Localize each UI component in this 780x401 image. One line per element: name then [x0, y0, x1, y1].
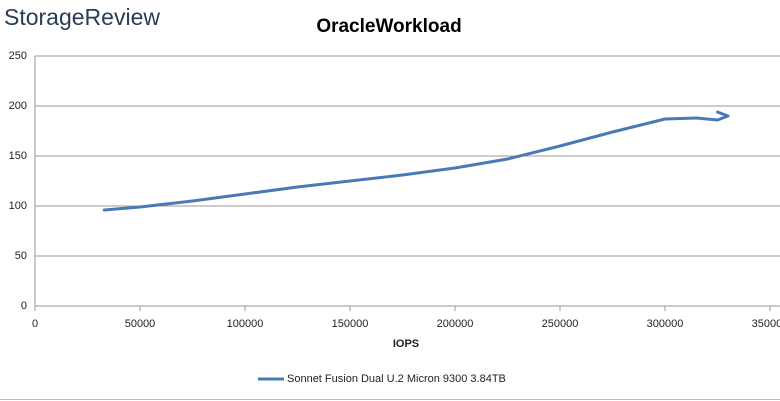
x-tick-label: 100000	[227, 318, 264, 330]
y-tick-label: 200	[9, 100, 27, 112]
x-tick-label: 150000	[332, 318, 369, 330]
x-tick-label: 0	[32, 318, 38, 330]
legend-label: Sonnet Fusion Dual U.2 Micron 9300 3.84T…	[287, 373, 506, 385]
y-tick-label: 0	[21, 300, 27, 312]
brand-logo: StorageReview	[4, 4, 160, 30]
y-tick-label: 100	[9, 200, 27, 212]
x-tick-label: 250000	[542, 318, 579, 330]
x-tick-label: 300000	[647, 318, 684, 330]
chart-title: OracleWorkload	[316, 16, 461, 37]
y-tick-label: 50	[15, 250, 27, 262]
y-tick-label: 250	[9, 50, 27, 62]
x-tick-label: 350000	[752, 318, 780, 330]
x-tick-label: 50000	[125, 318, 156, 330]
data-line	[102, 110, 730, 212]
x-axis-label: IOPS	[393, 338, 419, 350]
x-tick-label: 200000	[437, 318, 474, 330]
y-tick-label: 150	[9, 150, 27, 162]
